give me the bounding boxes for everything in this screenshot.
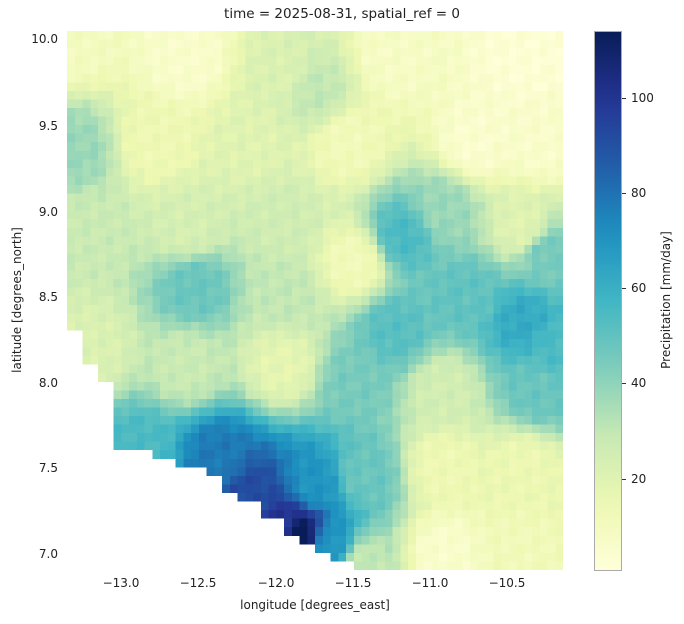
colorbar-tick-label: 60	[622, 281, 646, 295]
colorbar-tick-label: 100	[622, 91, 654, 105]
colorbar	[594, 31, 622, 571]
colorbar-tick-label: 80	[622, 186, 646, 200]
x-tick-label: −13.0	[102, 576, 140, 590]
colorbar-tick-label: 40	[622, 376, 646, 390]
y-tick-label: 9.0	[38, 205, 58, 219]
x-tick-label: −11.0	[411, 576, 449, 590]
x-tick-label: −11.5	[334, 576, 372, 590]
y-tick-label: 10.0	[31, 32, 58, 46]
y-tick-label: 8.0	[38, 376, 58, 390]
y-axis-label: latitude [degrees_north]	[10, 227, 24, 373]
chart-title: time = 2025-08-31, spatial_ref = 0	[224, 6, 460, 22]
x-tick-label: −10.5	[488, 576, 526, 590]
heatmap-plot-area	[67, 31, 563, 570]
x-tick-label: −12.0	[257, 576, 295, 590]
precipitation-heatmap	[67, 31, 563, 570]
y-tick-label: 8.5	[38, 290, 58, 304]
y-tick-label: 7.5	[38, 461, 58, 475]
colorbar-tick-label: 20	[622, 472, 646, 486]
x-axis-label: longitude [degrees_east]	[240, 598, 390, 612]
colorbar-gradient	[595, 32, 621, 570]
x-tick-label: −12.5	[179, 576, 217, 590]
colorbar-label: Precipitation [mm/day]	[659, 231, 673, 369]
y-tick-label: 9.5	[38, 119, 58, 133]
y-tick-label: 7.0	[38, 547, 58, 561]
